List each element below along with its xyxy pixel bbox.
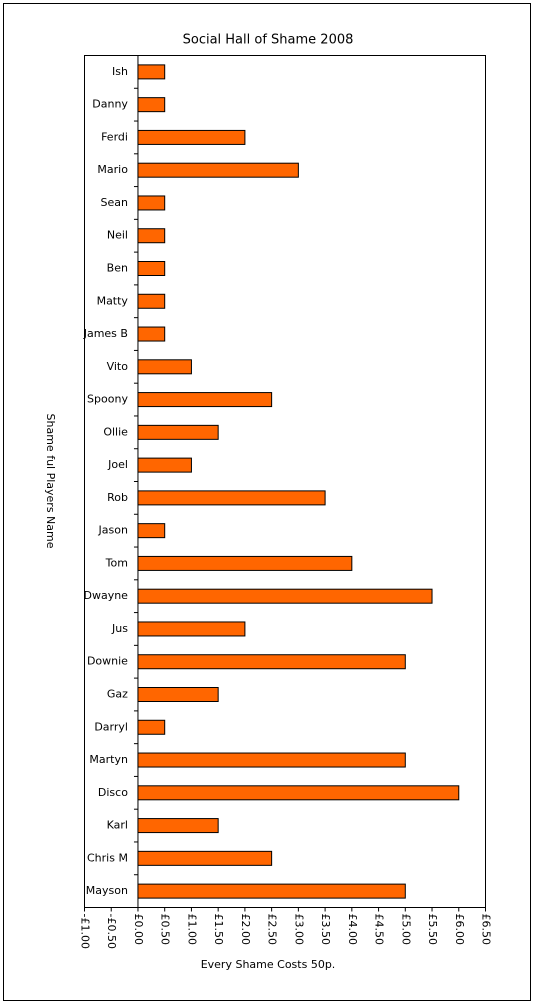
- y-tick-label: Ish: [112, 65, 128, 78]
- bar: [137, 785, 460, 801]
- y-tick-label: Sean: [100, 196, 127, 209]
- y-tick-label: Ben: [107, 262, 128, 275]
- y-tick-label: Ollie: [103, 425, 128, 438]
- chart-title: Social Hall of Shame 2008: [183, 33, 354, 48]
- plot-area: [84, 55, 486, 908]
- y-tick-label: Downie: [87, 655, 128, 668]
- y-tick-label: Spoony: [87, 393, 128, 406]
- y-tick-label: Chris M: [87, 851, 128, 864]
- y-tick-label: Vito: [107, 360, 129, 373]
- y-tick-label: Mayson: [86, 884, 128, 897]
- bar: [137, 195, 166, 211]
- y-tick-label: Neil: [107, 229, 128, 242]
- y-tick-label: Tom: [105, 556, 128, 569]
- bar: [137, 457, 192, 473]
- bar: [137, 588, 433, 604]
- bar: [137, 490, 326, 506]
- bar: [137, 883, 406, 899]
- y-tick-label: Ferdi: [101, 130, 128, 143]
- x-tick-label: £3.00: [292, 914, 305, 946]
- x-axis-title: Every Shame Costs 50p.: [201, 958, 336, 971]
- y-tick-label: Disco: [98, 786, 128, 799]
- bar: [137, 228, 166, 244]
- bar: [137, 326, 166, 342]
- x-tick-label: £1.00: [185, 914, 198, 946]
- y-tick-label: Martyn: [89, 753, 128, 766]
- bar: [137, 424, 219, 440]
- y-tick-label: Jus: [111, 622, 128, 635]
- y-tick-label: Matty: [97, 294, 129, 307]
- x-tick-label: £2.00: [239, 914, 252, 946]
- bar: [137, 555, 353, 571]
- x-tick-label: £1.50: [212, 914, 225, 946]
- bar: [137, 752, 406, 768]
- bar: [137, 97, 166, 113]
- x-tick-label: -£0.50: [105, 914, 118, 949]
- y-tick-label: Mario: [97, 163, 128, 176]
- x-tick-label: £4.50: [373, 914, 386, 946]
- x-tick-label: £5.50: [426, 914, 439, 946]
- bar: [137, 621, 246, 637]
- y-tick-label: Jason: [98, 524, 128, 537]
- bar: [137, 850, 273, 866]
- bar: [137, 654, 406, 670]
- bar: [137, 359, 192, 375]
- bar: [137, 129, 246, 145]
- bar: [137, 162, 299, 178]
- bar: [137, 687, 219, 702]
- bar: [137, 261, 166, 276]
- x-tick-label: £4.00: [346, 914, 359, 946]
- bar: [137, 719, 166, 735]
- bar: [137, 64, 166, 80]
- bar: [137, 392, 273, 408]
- x-tick-label: £0.50: [159, 914, 172, 946]
- bar: [137, 818, 219, 834]
- y-tick-label: James B: [83, 327, 128, 340]
- x-tick-label: £6.50: [480, 914, 493, 946]
- y-tick-label: Gaz: [107, 688, 128, 701]
- x-tick-label: £0.00: [132, 914, 145, 946]
- y-tick-label: Joel: [107, 458, 128, 471]
- x-tick-label: £6.00: [453, 914, 466, 946]
- y-tick-label: Danny: [92, 98, 128, 111]
- y-tick-label: Karl: [107, 819, 128, 832]
- y-axis-title: Shame ful Players Name: [44, 414, 57, 549]
- y-tick-label: Dwayne: [83, 589, 128, 602]
- x-tick-label: -£1.00: [79, 914, 92, 949]
- x-tick-label: £2.50: [266, 914, 279, 946]
- bar: [137, 523, 166, 539]
- x-tick-label: £5.00: [399, 914, 412, 946]
- bar: [137, 293, 166, 309]
- y-tick-label: Darryl: [94, 720, 128, 733]
- x-tick-label: £3.50: [319, 914, 332, 946]
- y-tick-label: Rob: [107, 491, 128, 504]
